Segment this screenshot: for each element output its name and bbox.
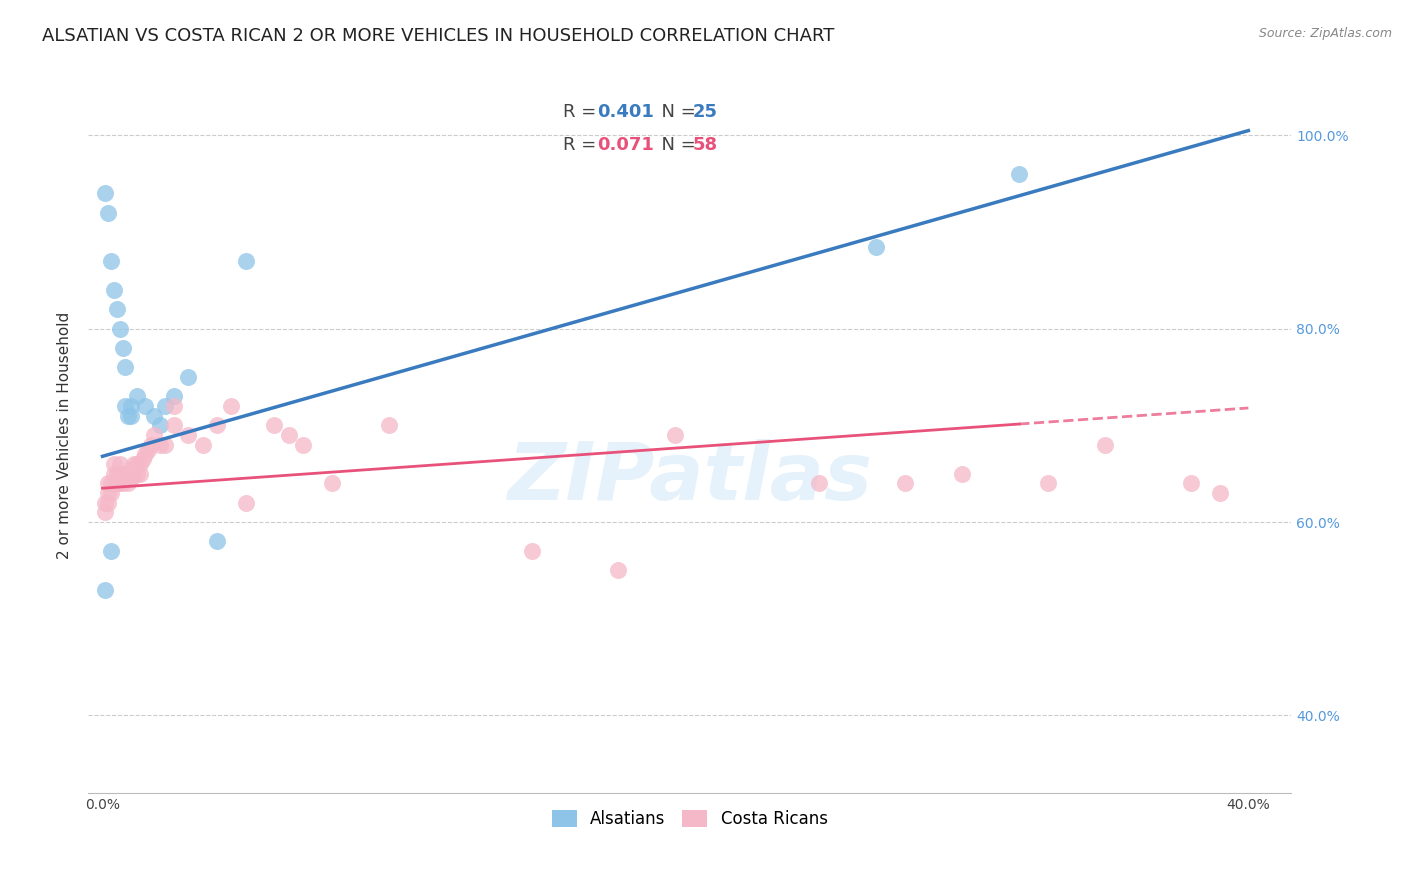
Point <box>1209 486 1232 500</box>
Point <box>263 418 285 433</box>
Point <box>1008 167 1031 181</box>
Point <box>950 467 973 481</box>
Point <box>128 467 150 481</box>
Point <box>120 471 142 485</box>
Text: 25: 25 <box>692 103 717 121</box>
Point <box>163 389 186 403</box>
Point <box>94 496 117 510</box>
Point <box>97 496 120 510</box>
Point <box>111 476 134 491</box>
Y-axis label: 2 or more Vehicles in Household: 2 or more Vehicles in Household <box>58 311 72 558</box>
Text: R =: R = <box>564 136 602 154</box>
Point <box>177 428 200 442</box>
Point <box>1036 476 1059 491</box>
Point <box>103 457 125 471</box>
Text: 58: 58 <box>692 136 717 154</box>
Point <box>134 447 156 461</box>
Point <box>105 476 128 491</box>
Point <box>131 452 153 467</box>
Point <box>97 476 120 491</box>
Point <box>105 302 128 317</box>
Point <box>108 467 131 481</box>
Point <box>120 409 142 423</box>
Point <box>664 428 686 442</box>
Point <box>97 486 120 500</box>
Point <box>125 457 148 471</box>
Point <box>235 496 257 510</box>
Point <box>378 418 401 433</box>
Point <box>122 457 145 471</box>
Point <box>163 418 186 433</box>
Point <box>108 457 131 471</box>
Point <box>177 370 200 384</box>
Point <box>522 544 544 558</box>
Point <box>103 283 125 297</box>
Point <box>100 544 122 558</box>
Point <box>111 467 134 481</box>
Point <box>120 462 142 476</box>
Point <box>155 399 177 413</box>
Point <box>103 467 125 481</box>
Point <box>100 254 122 268</box>
Point <box>1180 476 1202 491</box>
Point <box>114 467 136 481</box>
Point <box>143 428 166 442</box>
Point <box>114 471 136 485</box>
Text: Source: ZipAtlas.com: Source: ZipAtlas.com <box>1258 27 1392 40</box>
Point <box>221 399 243 413</box>
Point <box>163 399 186 413</box>
Point <box>191 438 214 452</box>
Point <box>94 505 117 519</box>
Point <box>97 206 120 220</box>
Point <box>807 476 830 491</box>
Point <box>111 341 134 355</box>
Text: R =: R = <box>564 103 602 121</box>
Text: N =: N = <box>650 136 702 154</box>
Point <box>1094 438 1116 452</box>
Point <box>893 476 915 491</box>
Point <box>205 534 228 549</box>
Text: ALSATIAN VS COSTA RICAN 2 OR MORE VEHICLES IN HOUSEHOLD CORRELATION CHART: ALSATIAN VS COSTA RICAN 2 OR MORE VEHICL… <box>42 27 835 45</box>
Point <box>117 476 139 491</box>
Point <box>117 409 139 423</box>
Point <box>277 428 299 442</box>
Text: N =: N = <box>650 103 702 121</box>
Point <box>117 467 139 481</box>
Point <box>100 486 122 500</box>
Point <box>94 582 117 597</box>
Point <box>149 438 172 452</box>
Point <box>105 467 128 481</box>
Point <box>205 418 228 433</box>
Point <box>114 399 136 413</box>
Text: ZIPatlas: ZIPatlas <box>508 439 872 517</box>
Point <box>149 418 172 433</box>
Point <box>607 563 630 577</box>
Point <box>122 467 145 481</box>
Text: 0.401: 0.401 <box>598 103 654 121</box>
Point <box>125 389 148 403</box>
Point <box>94 186 117 201</box>
Point <box>128 457 150 471</box>
Point <box>125 467 148 481</box>
Point <box>134 399 156 413</box>
Point <box>321 476 343 491</box>
Point <box>108 322 131 336</box>
Point <box>865 239 887 253</box>
Point <box>120 399 142 413</box>
Point <box>292 438 315 452</box>
Point <box>114 360 136 375</box>
Point <box>141 438 163 452</box>
Point <box>100 476 122 491</box>
Point <box>155 438 177 452</box>
Legend: Alsatians, Costa Ricans: Alsatians, Costa Ricans <box>546 803 834 834</box>
Point <box>143 409 166 423</box>
Text: 0.071: 0.071 <box>598 136 654 154</box>
Point <box>235 254 257 268</box>
Point <box>105 476 128 491</box>
Point <box>108 476 131 491</box>
Point <box>136 442 159 457</box>
